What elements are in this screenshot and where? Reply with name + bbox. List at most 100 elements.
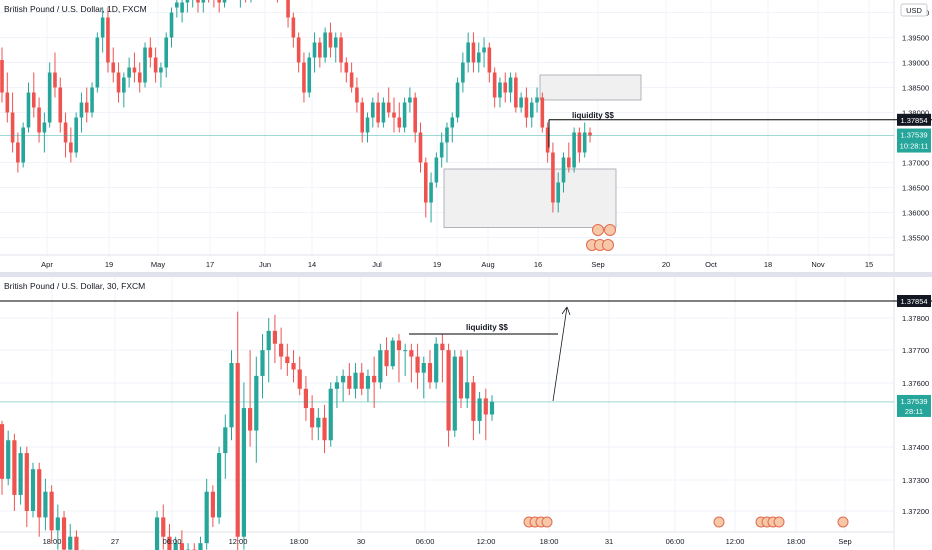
pane-separator[interactable]: [0, 272, 932, 277]
candle-body: [372, 375, 377, 383]
time-tick-label: 20: [662, 260, 670, 269]
candle-body: [95, 37, 100, 88]
candle-body: [461, 62, 465, 83]
currency-label: USD: [906, 6, 922, 15]
candle-body: [477, 398, 482, 421]
candle-body: [353, 372, 358, 389]
candle-body: [307, 57, 312, 93]
thirty-minute-chart[interactable]: liquidity $$ 1.37800 1.37700 1.37600 1.37400…: [0, 277, 932, 550]
candle-body: [588, 132, 592, 136]
candle-body: [347, 375, 352, 389]
liquidity-annotation: liquidity $$: [572, 111, 614, 120]
candle-body: [164, 37, 169, 68]
candle-body: [137, 72, 142, 83]
price-badge-label: 1.37539: [900, 397, 927, 406]
candle-body: [482, 47, 486, 53]
liquidity-annotation: liquidity $$: [466, 323, 508, 332]
candle-body: [69, 142, 73, 153]
candle-body: [201, 0, 206, 3]
candle-body: [31, 92, 36, 108]
candle-body: [310, 408, 315, 428]
time-tick-label: May: [151, 260, 165, 269]
candle-body: [423, 162, 428, 203]
price-tick-label: 1.37200: [902, 507, 929, 516]
candle-body: [487, 47, 492, 73]
candle-body: [339, 37, 343, 63]
candle-body: [132, 67, 137, 73]
candle-body: [210, 491, 215, 518]
time-tick-label: 18:00: [540, 537, 559, 546]
candle-body: [434, 343, 439, 383]
candle-body: [222, 0, 227, 3]
thirty-minute-chart-pane[interactable]: liquidity $$ 1.37800 1.37700 1.37600 1.37400…: [0, 277, 932, 550]
candle-body: [427, 363, 433, 383]
candle-body: [376, 102, 380, 123]
daily-chart[interactable]: liquidity $$1.400001.395001.390001.38500…: [0, 0, 932, 272]
time-tick-label: Aug: [481, 260, 494, 269]
candle-body: [344, 62, 349, 73]
candle-body: [403, 350, 408, 352]
candle-body: [279, 343, 284, 357]
time-tick-label: 14: [308, 260, 316, 269]
candle-body: [328, 388, 333, 441]
candle-body: [30, 469, 36, 511]
candle-body: [378, 350, 383, 383]
economic-event-icon: [713, 516, 725, 528]
candle-body: [455, 82, 460, 118]
time-tick-label: Sep: [838, 537, 851, 546]
economic-event-icon: [604, 224, 616, 236]
time-tick-label: 30: [357, 537, 365, 546]
time-tick-label: Nov: [811, 260, 825, 269]
candle-body: [127, 67, 131, 78]
time-tick-label: 18:00: [290, 537, 309, 546]
candle-body: [466, 42, 470, 63]
price-tick-label: 1.37300: [902, 476, 929, 485]
time-tick-label: 19: [105, 260, 113, 269]
projection-arrowhead: [561, 306, 571, 316]
candle-body: [312, 42, 317, 58]
candle-body: [333, 37, 338, 48]
time-tick-label: 18:00: [43, 537, 62, 546]
level-badge: [897, 295, 931, 307]
candle-body: [561, 157, 566, 183]
candle-body: [418, 132, 423, 163]
candle-body: [185, 0, 190, 3]
candle-body: [159, 67, 163, 73]
candle-body: [392, 112, 396, 118]
candle-body: [79, 102, 84, 118]
candle-body: [61, 517, 67, 550]
candle-body: [384, 350, 389, 367]
candle-body: [291, 363, 296, 370]
candle-body: [248, 408, 253, 431]
time-tick-label: Oct: [705, 260, 718, 269]
candle-body: [106, 17, 110, 63]
economic-event-icon: [837, 516, 849, 528]
candle-body: [0, 60, 4, 93]
level-badge-label: 1.37854: [900, 297, 927, 306]
candle-body: [360, 102, 365, 133]
candle-body: [216, 453, 222, 518]
candle-body: [116, 72, 121, 93]
candle-body: [535, 97, 539, 103]
candle-body: [63, 122, 68, 143]
candle-body: [161, 517, 166, 537]
candle-body: [43, 491, 48, 518]
candle-body: [175, 2, 179, 8]
currency-badge: [900, 3, 928, 17]
candle-body: [503, 82, 508, 93]
time-tick-label: 27: [111, 537, 119, 546]
candle-body: [452, 356, 457, 431]
candle-body: [223, 427, 228, 454]
daily-chart-pane[interactable]: liquidity $$1.400001.395001.390001.38500…: [0, 0, 932, 272]
candle-body: [381, 102, 386, 123]
candle-body: [229, 363, 234, 428]
candle-body: [196, 0, 200, 3]
candle-body: [349, 72, 354, 88]
candle-body: [49, 491, 54, 531]
candle-body: [68, 536, 73, 550]
candle-body: [21, 127, 25, 163]
candle-body: [55, 517, 60, 531]
candle-body: [540, 97, 545, 128]
price-tick-label: 1.37400: [902, 443, 929, 452]
candle-body: [371, 102, 375, 118]
